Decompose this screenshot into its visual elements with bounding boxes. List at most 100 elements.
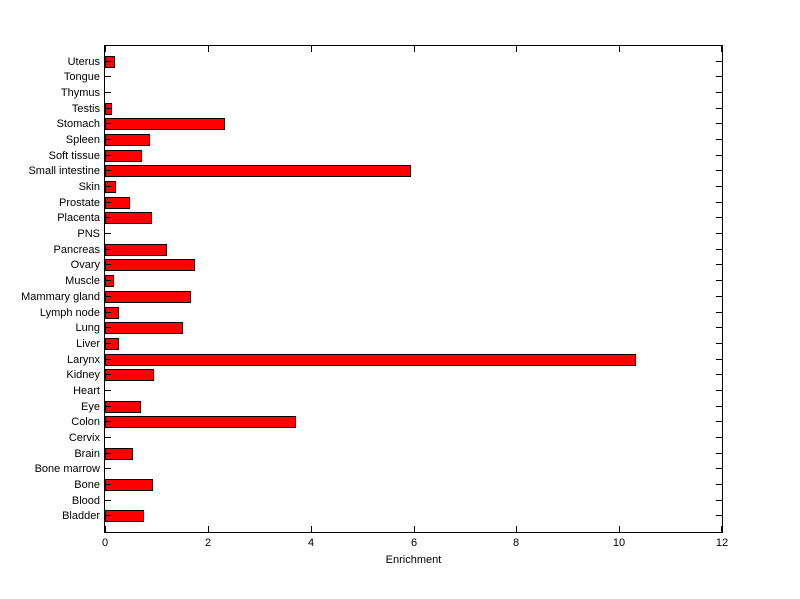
y-tick-right [716,374,722,375]
y-tick-left [105,108,111,109]
category-label-eye: Eye [81,401,100,413]
category-label-colon: Colon [71,416,100,428]
y-tick-left [105,92,111,93]
category-label-skin: Skin [78,181,100,193]
y-tick-right [716,108,722,109]
y-tick-right [716,421,722,422]
bar-spleen [105,134,150,146]
y-tick-right [716,202,722,203]
y-tick-left [105,421,111,422]
x-tick-bottom [105,526,106,532]
y-tick-right [716,76,722,77]
x-tick-top [208,46,209,52]
y-tick-right [716,217,722,218]
y-tick-right [716,264,722,265]
y-tick-left [105,484,111,485]
y-tick-right [716,500,722,501]
category-label-heart: Heart [73,385,100,397]
y-tick-left [105,155,111,156]
y-tick-right [716,155,722,156]
y-tick-left [105,170,111,171]
category-label-cervix: Cervix [68,432,100,444]
y-tick-left [105,296,111,297]
bar-pancreas [105,244,167,256]
category-label-ovary: Ovary [70,259,100,271]
bar-liver [105,338,119,350]
x-tick-label-4: 4 [307,537,315,549]
x-tick-bottom [516,526,517,532]
x-tick-top [516,46,517,52]
x-tick-bottom [208,526,209,532]
y-tick-right [716,484,722,485]
bar-colon [105,416,296,428]
category-label-bone: Bone [74,479,100,491]
y-tick-left [105,437,111,438]
bar-uterus [105,56,115,68]
bar-stomach [105,118,225,130]
y-tick-left [105,202,111,203]
y-tick-left [105,280,111,281]
y-tick-right [716,468,722,469]
category-label-placenta: Placenta [57,212,100,224]
bar-bone [105,479,153,491]
category-label-thymus: Thymus [60,87,100,99]
category-label-pns: PNS [77,228,100,240]
y-tick-right [716,139,722,140]
bar-placenta [105,212,152,224]
y-tick-left [105,343,111,344]
category-label-kidney: Kidney [66,369,100,381]
x-tick-label-12: 12 [715,537,729,549]
y-tick-right [716,437,722,438]
y-tick-left [105,453,111,454]
category-label-brain: Brain [74,448,100,460]
x-axis-label: Enrichment [385,554,442,566]
y-tick-right [716,327,722,328]
y-tick-left [105,233,111,234]
x-tick-label-6: 6 [410,537,418,549]
bar-bladder [105,510,144,522]
plot-area [104,45,723,533]
y-tick-left [105,390,111,391]
y-tick-right [716,406,722,407]
category-label-larynx: Larynx [66,354,100,366]
bar-eye [105,401,141,413]
bar-prostate [105,197,130,209]
x-tick-label-10: 10 [612,537,626,549]
category-label-lymph-node: Lymph node [39,307,100,319]
category-label-blood: Blood [71,495,100,507]
y-tick-left [105,217,111,218]
category-label-testis: Testis [71,103,100,115]
category-label-bladder: Bladder [62,510,100,522]
x-tick-top [619,46,620,52]
x-tick-bottom [311,526,312,532]
y-tick-left [105,249,111,250]
y-tick-left [105,359,111,360]
category-label-pancreas: Pancreas [53,244,100,256]
bar-lymph-node [105,307,119,319]
y-tick-right [716,123,722,124]
bar-ovary [105,259,195,271]
y-tick-right [716,186,722,187]
y-tick-right [716,515,722,516]
category-label-bone-marrow: Bone marrow [34,463,100,475]
x-tick-top [414,46,415,52]
y-tick-right [716,359,722,360]
y-tick-left [105,327,111,328]
y-tick-left [105,374,111,375]
x-tick-top [311,46,312,52]
x-tick-label-8: 8 [512,537,520,549]
y-tick-right [716,390,722,391]
y-tick-left [105,264,111,265]
bar-skin [105,181,116,193]
x-tick-bottom [619,526,620,532]
y-tick-right [716,170,722,171]
x-tick-top [105,46,106,52]
y-tick-left [105,406,111,407]
y-tick-left [105,468,111,469]
y-tick-left [105,123,111,124]
category-label-spleen: Spleen [65,134,100,146]
y-tick-left [105,500,111,501]
bar-larynx [105,354,636,366]
x-tick-bottom [721,526,722,532]
